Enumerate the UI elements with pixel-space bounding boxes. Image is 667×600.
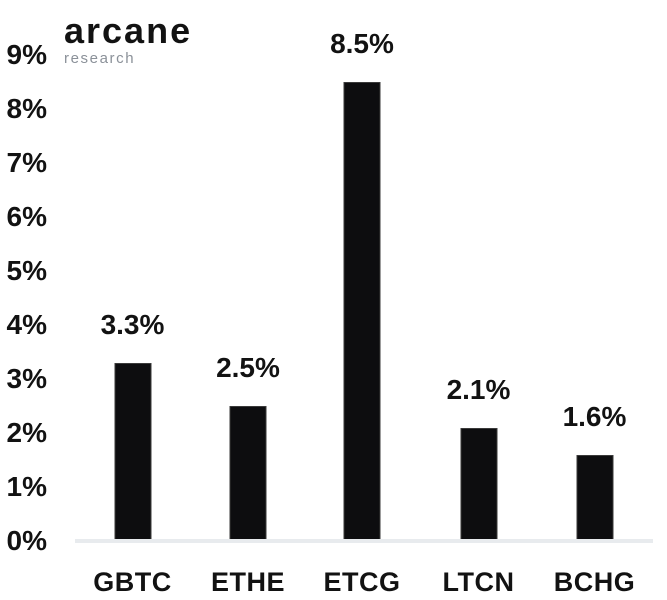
bar-value-label: 2.5% (216, 352, 280, 383)
x-axis-tick-label: BCHG (553, 567, 636, 597)
x-axis-tick-label: GBTC (93, 567, 172, 597)
logo-brand-text: arcane (64, 10, 193, 51)
x-axis-tick-label: ETCG (323, 567, 401, 597)
bar-value-label: 2.1% (446, 373, 511, 405)
y-axis-tick-label: 2% (6, 417, 47, 448)
x-axis-line (75, 539, 653, 543)
bar-etcg (343, 82, 381, 541)
bar-group-gbtc: 3.3% GBTC (87, 0, 179, 597)
bar-gbtc (114, 362, 151, 541)
y-axis-tick-label: 6% (6, 201, 47, 232)
y-axis-tick-label: 4% (6, 309, 47, 340)
bar-value-label: 3.3% (100, 308, 165, 340)
y-axis-tick-label: 7% (6, 147, 47, 178)
y-axis-tick-label: 9% (6, 39, 47, 70)
bar-value-label: 1.6% (562, 400, 627, 432)
x-axis-tick-label: ETHE (210, 567, 285, 597)
bar-group-bchg: 1.6% BCHG (549, 0, 641, 597)
x-axis-tick-label: LTCN (442, 567, 515, 597)
y-axis-tick-label: 1% (6, 471, 47, 502)
bar-group-ltcn: 2.1% LTCN (433, 0, 525, 597)
y-axis-tick-label: 5% (6, 255, 47, 286)
bar-ethe (229, 406, 267, 541)
bar-bchg (576, 454, 613, 541)
arcane-research-logo: arcane research (64, 12, 192, 67)
bar-group-etcg: 8.5% ETCG (316, 0, 408, 598)
bar-ltcn (460, 427, 497, 541)
y-axis-tick-label: 8% (6, 93, 47, 124)
bar-value-label: 8.5% (330, 28, 394, 59)
y-axis-tick-label: 3% (6, 363, 47, 394)
logo-sub-text: research (64, 50, 136, 67)
bar-group-ethe: 2.5% ETHE (202, 0, 294, 598)
y-axis-tick-label: 0% (6, 525, 47, 556)
